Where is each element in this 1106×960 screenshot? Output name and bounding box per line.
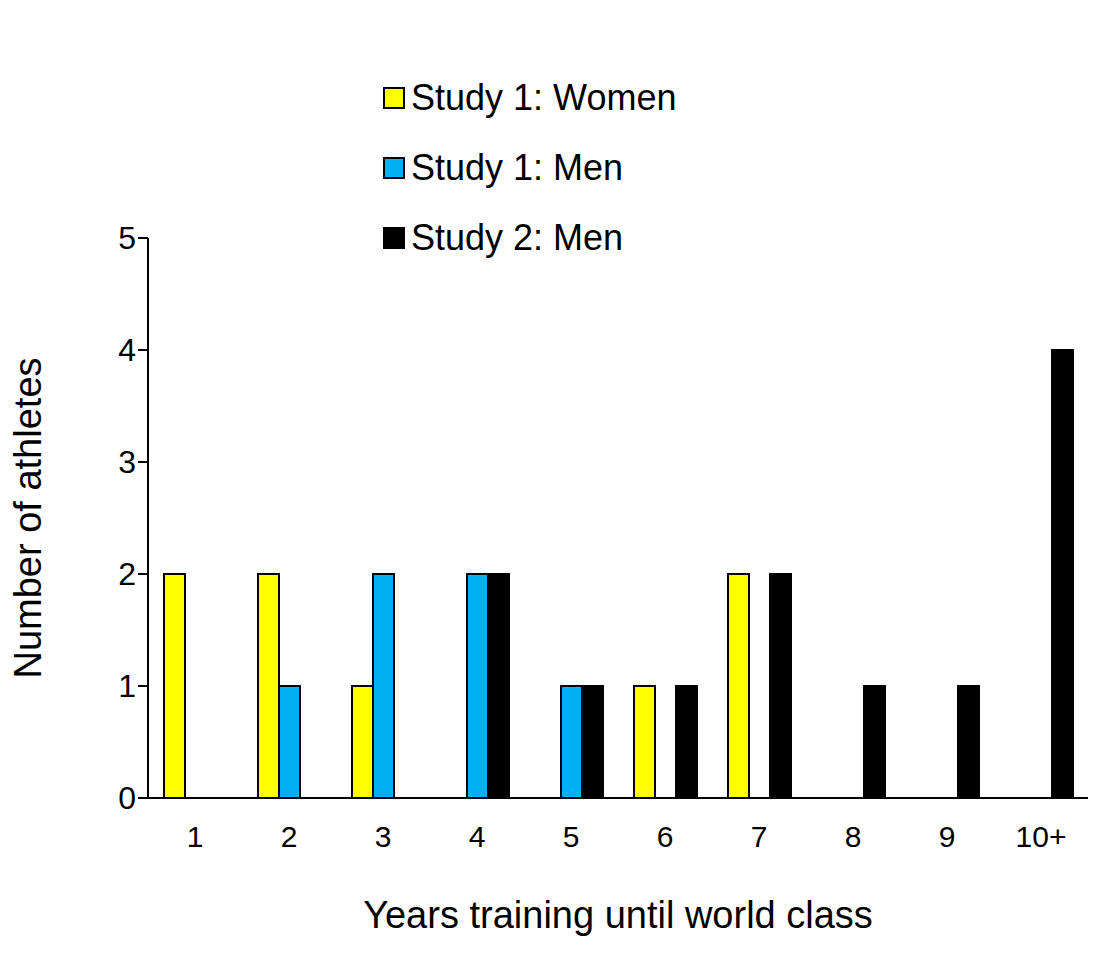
- html-text:Study 2: Men: Study 2: Men: [411, 217, 624, 258]
- svg-text:0: 0: [118, 780, 136, 816]
- svg-text:2: 2: [281, 820, 298, 853]
- svg-text:5: 5: [563, 820, 580, 853]
- svg-text:1: 1: [187, 820, 204, 853]
- svg-text:Years training until world cla: Years training until world class: [363, 894, 873, 936]
- svg-text:7: 7: [751, 820, 768, 853]
- svg-text:Number of athletes: Number of athletes: [8, 357, 49, 678]
- svg-text:8: 8: [845, 820, 862, 853]
- svg-text:9: 9: [939, 820, 956, 853]
- svg-text:5: 5: [118, 220, 136, 256]
- svg-text:3: 3: [118, 444, 136, 480]
- svg-text:10+: 10+: [1016, 820, 1067, 853]
- svg-text:4: 4: [469, 820, 486, 853]
- html-text:Study 1: Women: Study 1: Women: [411, 77, 677, 118]
- svg-text:2: 2: [118, 556, 136, 592]
- svg-text:1: 1: [118, 668, 136, 704]
- svg-text:3: 3: [375, 820, 392, 853]
- svg-text:6: 6: [657, 820, 674, 853]
- html-text:Study 1: Men: Study 1: Men: [411, 147, 624, 188]
- svg-text:4: 4: [118, 332, 136, 368]
